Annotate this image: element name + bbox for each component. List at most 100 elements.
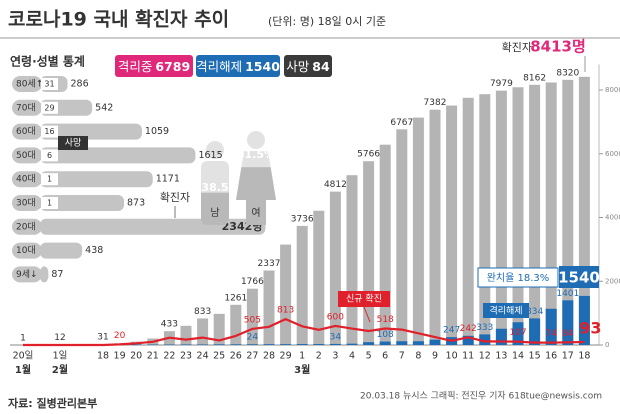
confirmed-label: 31 [97, 333, 108, 343]
total-caption: 확진자 [502, 41, 532, 54]
released-label: 108 [377, 330, 394, 340]
confirmed-bar [396, 129, 408, 345]
confirmed-bar [529, 84, 541, 346]
confirmed-bar [412, 117, 424, 345]
confirmed-bar [296, 225, 308, 345]
confirmed-bar [230, 304, 242, 345]
x-tick-label: 15 [529, 351, 541, 362]
age-label-pill [12, 147, 42, 164]
new-tag [338, 291, 390, 307]
x-tick-label: 26 [230, 351, 242, 362]
released-tag [483, 303, 529, 318]
age-label-pill [12, 266, 42, 283]
released-bar [147, 344, 159, 345]
new-name: 신규 확진 [346, 293, 382, 305]
age-bar [40, 242, 83, 259]
new-label: 242 [460, 324, 477, 334]
new-label: 505 [244, 315, 261, 325]
age-label: 80세↑ [16, 79, 43, 90]
confirmed-label: 6767 [390, 118, 413, 128]
age-label: 9세↓ [16, 269, 38, 280]
x-tick-label: 23 [180, 351, 192, 362]
age-bar [40, 147, 196, 164]
released-label: 24 [247, 333, 259, 343]
released-bar [562, 300, 574, 345]
age-label: 50대 [16, 150, 36, 161]
credit: 20.03.18 뉴시스 그래픽: 전진우 기자 618tue@newsis.c… [360, 391, 602, 402]
age-bar [40, 171, 153, 188]
released-label: 333 [476, 323, 493, 333]
confirmed-bar [545, 82, 557, 345]
new-label: 84 [562, 329, 574, 339]
released-bar [495, 328, 507, 345]
age-label-pill [12, 76, 42, 92]
released-bar [313, 344, 325, 345]
age-value: 1615 [198, 150, 222, 161]
death-value: 31 [44, 80, 54, 89]
month-label: 2월 [52, 364, 68, 376]
released-bar [197, 344, 209, 345]
released-bar [529, 318, 541, 345]
released-bar [363, 342, 375, 345]
confirmed-bar [346, 175, 358, 345]
new-label: 107 [509, 328, 526, 338]
death-box [41, 149, 58, 162]
released-label: 247 [443, 326, 460, 336]
status-label: 격리중 [118, 59, 153, 74]
x-tick-label: 11 [462, 351, 474, 362]
death-value: 1 [47, 175, 52, 184]
confirmed-label: 2337 [258, 259, 281, 269]
confirmed-bar [329, 191, 341, 345]
status-text: 사망 84 [286, 59, 330, 74]
x-tick-label: 19 [114, 351, 126, 362]
x-tick-label: 8 [415, 351, 421, 362]
gender-value: 38.5 [201, 181, 228, 194]
panel-title: 연령·성별 통계 [10, 54, 85, 69]
confirmed-label: 7979 [490, 79, 513, 89]
released-bar [545, 308, 557, 345]
confirmed-bar [512, 87, 524, 345]
confirmed-label: 8320 [556, 68, 579, 78]
x-tick-label: 27 [246, 351, 258, 362]
x-tick-label: 9 [432, 351, 438, 362]
month-label: 1월 [15, 364, 31, 376]
age-value: 87 [51, 269, 63, 280]
total-label: 8413명 [530, 38, 586, 56]
x-tick-label: 29 [280, 351, 292, 362]
death-name: 사망 [65, 138, 82, 149]
confirmed-bar [197, 318, 209, 345]
released-bar [462, 335, 474, 345]
age-bar [40, 195, 125, 211]
death-box [41, 78, 58, 90]
confirmed-label: 4812 [324, 180, 347, 190]
age-label-pill [12, 195, 42, 211]
x-tick-label: 1일 [53, 351, 68, 362]
x-tick-label: 25 [213, 351, 225, 362]
status-label: 사망 [286, 59, 310, 74]
new-label: 600 [327, 312, 344, 322]
x-tick-label: 4 [349, 351, 355, 362]
status-badge [284, 55, 332, 77]
released-bar [429, 339, 441, 345]
confirmed-bar [462, 97, 474, 345]
confirmed-bar [246, 288, 258, 345]
x-tick-label: 10 [446, 351, 458, 362]
age-value: 542 [95, 102, 113, 113]
released-name: 격리해제 [489, 305, 522, 317]
age-label-pill [12, 218, 42, 235]
status-text: 격리해제 1540 [196, 59, 280, 74]
status-value: 1540 [245, 59, 280, 74]
gender-label: 여 [251, 207, 260, 219]
x-tick-label: 3 [332, 351, 338, 362]
new-pointer [363, 306, 371, 323]
y-tick-label: 2000 [605, 277, 620, 285]
confirmed-label: 7382 [424, 98, 447, 108]
age-label-pill [12, 99, 42, 116]
released-bar [578, 295, 590, 345]
released-bar [180, 344, 192, 345]
confirmed-bar [562, 79, 574, 346]
death-box [41, 125, 58, 138]
age-value: 438 [85, 245, 103, 256]
